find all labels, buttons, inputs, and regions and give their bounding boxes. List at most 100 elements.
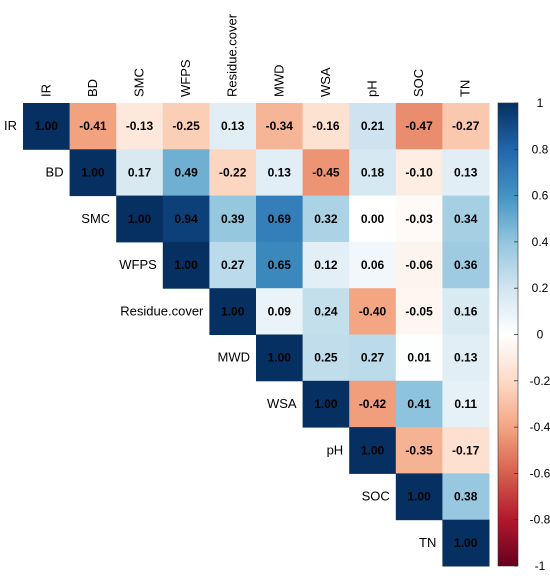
cell-value-label: -0.13 (126, 119, 154, 133)
cell-value-label: 0.24 (314, 304, 338, 318)
cell-value-label: 1.00 (221, 304, 245, 318)
colorbar-tick-label: 0.4 (532, 235, 549, 249)
cell-value-label: 0.27 (221, 258, 245, 272)
cell-value-label: 1.00 (174, 258, 198, 272)
cell-value-label: 0.13 (454, 351, 478, 365)
heatmap-cell (395, 149, 443, 197)
colorbar-tick-label: 1 (537, 96, 544, 110)
cell-value-label: -0.41 (79, 119, 107, 133)
cell-value-label: 0.38 (454, 490, 478, 504)
heatmap-cell (395, 288, 443, 335)
heatmap-cell (256, 195, 304, 243)
cell-value-label: 0.32 (314, 212, 338, 226)
row-label: BD (46, 164, 64, 179)
heatmap-cell (395, 195, 443, 243)
cell-value-label: -0.35 (405, 443, 433, 457)
column-labels: IR BD SMC WFPS Residue.cover MWD WSA pH SOC TN (38, 13, 472, 97)
heatmap-cell (302, 288, 350, 335)
cell-value-label: 0.12 (314, 258, 338, 272)
heatmap-cell (442, 334, 490, 382)
heatmap-cell (23, 103, 71, 150)
heatmap-cell (302, 103, 350, 150)
heatmap-cell (395, 334, 443, 382)
cell-value-label: 0.34 (454, 212, 478, 226)
heatmap-cell-labels: 1.00 -0.41 -0.13 -0.25 0.13 -0.34 -0.16 0.21 -0.… (35, 119, 480, 550)
cell-value-label: 0.13 (454, 165, 478, 179)
column-label: BD (85, 79, 100, 97)
cell-value-label: 0.06 (361, 258, 385, 272)
heatmap-cell (162, 241, 210, 289)
heatmap-cell (209, 195, 257, 243)
column-label: pH (365, 80, 380, 97)
heatmap-cell (116, 103, 164, 150)
cell-value-label: 0.17 (128, 165, 152, 179)
cell-value-label: 0.69 (268, 212, 292, 226)
cell-value-label: -0.45 (312, 165, 340, 179)
cell-value-label: 0.21 (361, 119, 385, 133)
colorbar-tick-label: -0.4 (530, 420, 550, 434)
column-label: TN (458, 80, 473, 97)
cell-value-label: 0.94 (174, 212, 198, 226)
heatmap-cell (442, 427, 490, 474)
row-label: WSA (267, 396, 297, 411)
column-label: MWD (271, 65, 286, 98)
column-label: WFPS (178, 59, 193, 97)
colorbar-tick-label: 0.2 (532, 281, 549, 295)
heatmap-cell (302, 149, 350, 197)
heatmap-cell (442, 380, 490, 428)
heatmap-cell (395, 427, 443, 474)
column-label: Residue.cover (225, 13, 240, 97)
cell-value-label: -0.40 (359, 304, 387, 318)
cell-value-label: 0.09 (268, 304, 292, 318)
heatmap-cell (116, 149, 164, 197)
heatmap-cell (209, 149, 257, 197)
cell-value-label: -0.27 (452, 119, 480, 133)
cell-value-label: 0.65 (268, 258, 292, 272)
heatmap-cell (256, 241, 304, 289)
cell-value-label: -0.47 (405, 119, 433, 133)
cell-value-label: 1.00 (407, 490, 431, 504)
cell-value-label: -0.34 (266, 119, 294, 133)
cell-value-label: 1.00 (314, 397, 338, 411)
heatmap-cell (442, 288, 490, 335)
row-label: SOC (362, 489, 390, 504)
heatmap-cell (442, 473, 490, 521)
colorbar-tick-label: 0.8 (532, 142, 549, 156)
cell-value-label: 0.36 (454, 258, 478, 272)
heatmap-cell (162, 149, 210, 197)
colorbar-tick-label: -1 (535, 559, 546, 573)
heatmap-cells (23, 103, 490, 567)
cell-value-label: 0.39 (221, 212, 245, 226)
heatmap-cell (162, 103, 210, 150)
heatmap-cell (256, 288, 304, 335)
cell-value-label: 0.13 (221, 119, 245, 133)
cell-value-label: 0.49 (174, 165, 198, 179)
heatmap-cell (349, 149, 397, 197)
heatmap-cell (395, 380, 443, 428)
heatmap-cell (442, 241, 490, 289)
column-label: SMC (132, 68, 147, 97)
heatmap-cell (395, 103, 443, 150)
heatmap-cell (395, 241, 443, 289)
heatmap-cell (349, 241, 397, 289)
heatmap-cell (256, 334, 304, 382)
cell-value-label: -0.22 (219, 165, 247, 179)
cell-value-label: -0.25 (172, 119, 200, 133)
column-label: SOC (411, 69, 426, 97)
cell-value-label: -0.06 (405, 258, 433, 272)
heatmap-cell (302, 195, 350, 243)
heatmap-cell (209, 241, 257, 289)
cell-value-label: -0.05 (405, 304, 433, 318)
heatmap-cell (116, 195, 164, 243)
heatmap-cell (162, 195, 210, 243)
row-label: MWD (218, 350, 251, 365)
cell-value-label: 0.25 (314, 351, 338, 365)
row-label: Residue.cover (120, 303, 204, 318)
heatmap-cell (349, 334, 397, 382)
column-label: IR (38, 84, 53, 97)
heatmap-cell (349, 103, 397, 150)
cell-value-label: 1.00 (361, 443, 385, 457)
colorbar-tick-label: -0.2 (530, 374, 550, 388)
heatmap-cell (69, 149, 117, 197)
cell-value-label: 0.16 (454, 304, 478, 318)
